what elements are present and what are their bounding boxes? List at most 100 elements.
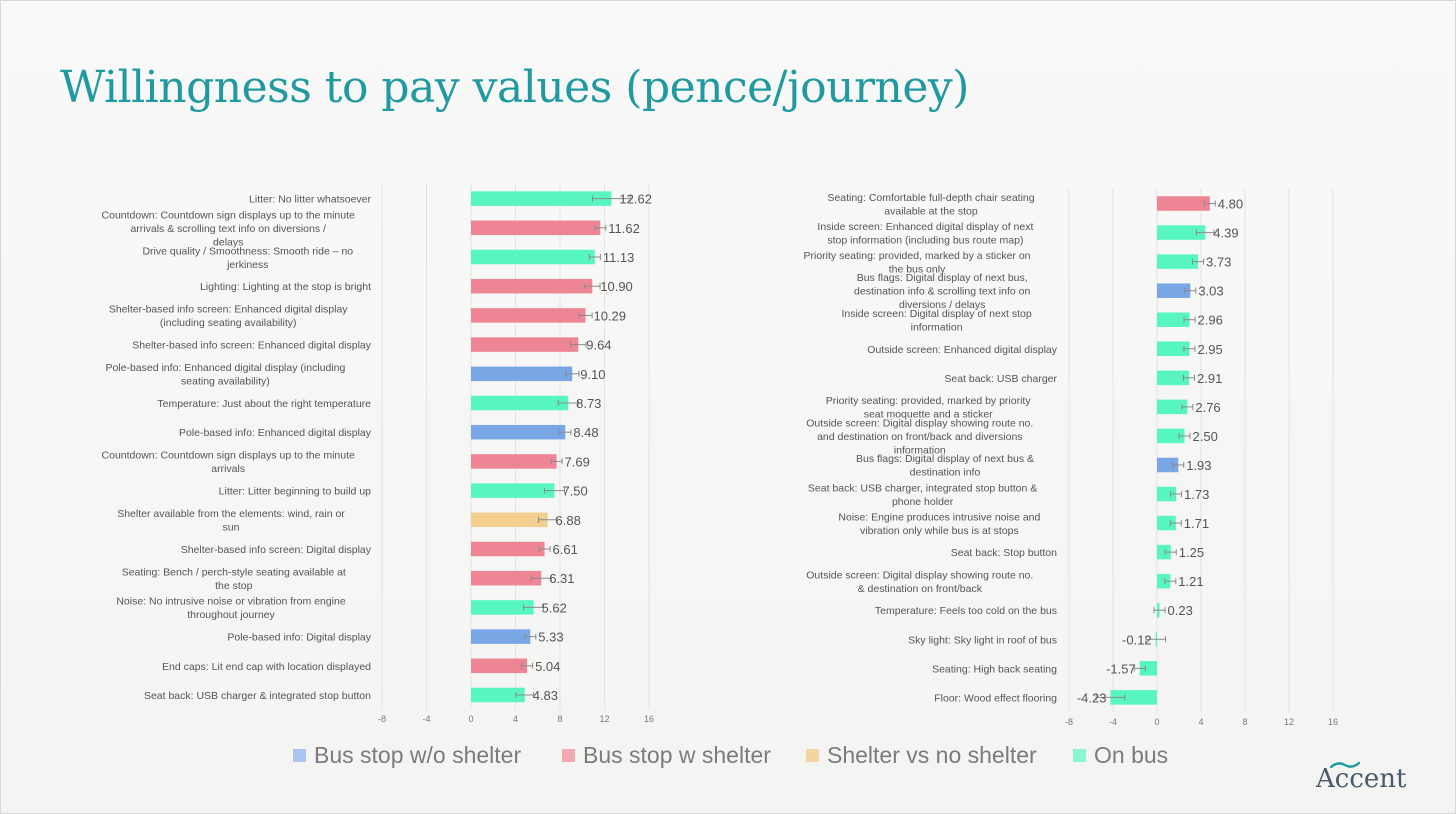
x-tick-label: 4 xyxy=(1198,717,1203,727)
category-label: Countdown: Countdown sign displays up to… xyxy=(102,450,355,476)
data-label: 11.13 xyxy=(603,250,635,265)
data-label: 9.10 xyxy=(580,367,605,382)
data-label: 2.95 xyxy=(1197,342,1222,357)
data-label: 12.62 xyxy=(619,192,652,207)
category-label: Pole-based info: Digital display xyxy=(227,632,371,644)
x-tick-label: 16 xyxy=(644,714,654,724)
category-label: Temperature: Just about the right temper… xyxy=(157,398,371,410)
bar xyxy=(1157,341,1190,357)
legend-item-on-bus: On bus xyxy=(1073,742,1168,769)
bar xyxy=(1139,661,1157,676)
category-label: Bus flags: Digital display of next bus &… xyxy=(856,453,1034,479)
bar xyxy=(1157,544,1171,560)
data-label: 2.76 xyxy=(1195,400,1220,415)
category-label: Litter: No litter whatsoever xyxy=(249,194,371,206)
data-label: 1.71 xyxy=(1184,516,1209,531)
bar xyxy=(1157,573,1171,589)
legend-swatch xyxy=(806,749,819,762)
data-label: 0.23 xyxy=(1168,603,1193,618)
data-label: 9.64 xyxy=(586,338,611,353)
category-label: Seat back: USB charger, integrated stop … xyxy=(808,482,1037,508)
bar xyxy=(471,541,545,557)
data-label: 3.03 xyxy=(1198,284,1223,299)
category-label: Noise: Engine produces intrusive noise a… xyxy=(838,511,1040,537)
x-tick-label: 4 xyxy=(513,714,518,724)
accent-logo: Accent xyxy=(1316,760,1416,800)
data-label: 6.88 xyxy=(556,513,581,528)
x-tick-label: -8 xyxy=(1065,717,1073,727)
bar xyxy=(1157,428,1185,444)
category-label: Pole-based info: Enhanced digital displa… xyxy=(105,362,345,388)
category-label: Priority seating: provided, marked by a … xyxy=(803,250,1030,276)
bar xyxy=(471,191,612,206)
bar xyxy=(1157,312,1190,327)
category-label: Drive quality / Smoothness: Smooth ride … xyxy=(142,245,353,271)
bar xyxy=(471,483,555,498)
legend-item-shelter-vs-no-shelter: Shelter vs no shelter xyxy=(806,742,1037,769)
bar xyxy=(471,308,586,323)
data-label: 6.31 xyxy=(549,571,574,586)
category-label: Inside screen: Digital display of next s… xyxy=(841,308,1031,334)
legend-item-bus-stop-with-shelter: Bus stop w shelter xyxy=(562,742,771,769)
data-label: 8.73 xyxy=(576,396,601,411)
x-tick-label: -4 xyxy=(1109,717,1117,727)
category-label: Seating: High back seating xyxy=(932,663,1057,675)
bar xyxy=(1157,225,1206,240)
data-label: 8.48 xyxy=(573,425,598,440)
category-label: Shelter-based info screen: Enhanced digi… xyxy=(109,304,348,330)
data-label: 4.80 xyxy=(1218,197,1243,212)
bar xyxy=(1157,370,1190,386)
category-label: Temperature: Feels too cold on the bus xyxy=(875,605,1057,617)
data-label: 6.61 xyxy=(553,542,578,557)
data-label: 5.62 xyxy=(542,600,567,615)
category-label: Seat back: USB charger & integrated stop… xyxy=(144,690,371,702)
data-label: 4.83 xyxy=(533,688,558,703)
legend-label: Bus stop w shelter xyxy=(583,742,771,768)
x-tick-label: 8 xyxy=(557,714,562,724)
x-tick-label: 8 xyxy=(1242,717,1247,727)
bar xyxy=(471,337,579,352)
bar xyxy=(1157,515,1176,531)
bar xyxy=(471,570,542,586)
logo-text: Accent xyxy=(1316,764,1407,794)
bar xyxy=(471,600,534,615)
x-tick-label: 12 xyxy=(599,714,609,724)
legend-swatch xyxy=(562,749,575,762)
category-label: Sky light: Sky light in roof of bus xyxy=(908,634,1057,646)
category-label: Noise: No intrusive noise or vibration f… xyxy=(116,596,346,622)
slide-title: Willingness to pay values (pence/journey… xyxy=(60,62,969,113)
data-label: 11.62 xyxy=(608,221,640,236)
data-label: 1.21 xyxy=(1178,574,1203,589)
wave-icon xyxy=(1330,761,1360,769)
chart-plot: -8 -4 0 4 8 12 16 Litter: No litter whatsoever 1… xyxy=(102,184,654,724)
category-label: Shelter-based info screen: Enhanced digi… xyxy=(132,340,371,352)
chart-plot: -8 -4 0 4 8 12 16 Seating: Comfortable full-dep… xyxy=(803,189,1338,727)
data-label: 5.04 xyxy=(535,659,560,674)
x-tick-label: -8 xyxy=(378,714,386,724)
data-label: 3.73 xyxy=(1206,255,1231,270)
bar xyxy=(471,395,569,411)
legend-swatch xyxy=(1073,749,1086,762)
legend-swatch xyxy=(293,749,306,762)
data-label: 1.25 xyxy=(1179,545,1204,560)
bar xyxy=(1157,254,1199,269)
category-label: End caps: Lit end cap with location disp… xyxy=(162,661,371,673)
category-label: Outside screen: Digital display showing … xyxy=(806,417,1033,456)
data-label: 7.50 xyxy=(562,484,587,499)
category-label: Shelter-based info screen: Digital displ… xyxy=(181,544,372,556)
legend-label: On bus xyxy=(1094,742,1169,768)
bar xyxy=(1157,399,1188,415)
bar xyxy=(471,454,557,469)
bar xyxy=(471,512,548,528)
category-label: Pole-based info: Enhanced digital displa… xyxy=(179,427,372,439)
x-tick-label: 12 xyxy=(1284,717,1294,727)
category-label: Shelter available from the elements: win… xyxy=(117,508,345,534)
data-label: 10.29 xyxy=(593,308,626,323)
category-label: Litter: Litter beginning to build up xyxy=(219,486,372,498)
bar xyxy=(471,629,531,644)
data-label: 2.50 xyxy=(1193,429,1218,444)
legend-item-bus-stop-without-shelter: Bus stop w/o shelter xyxy=(293,742,521,769)
